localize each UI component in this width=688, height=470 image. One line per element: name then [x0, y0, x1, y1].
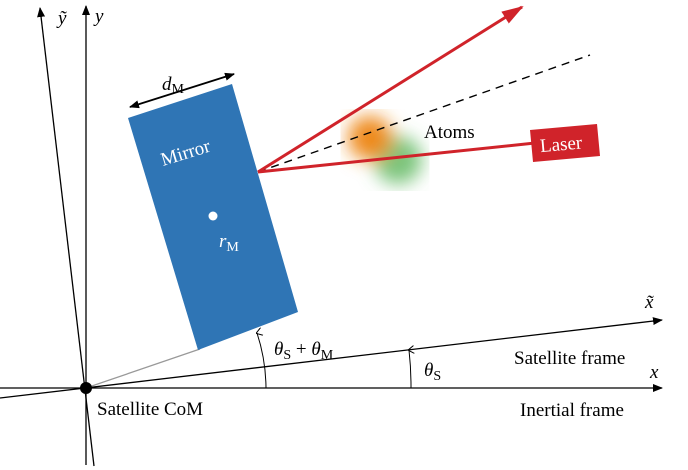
label-satellite-com: Satellite CoM	[97, 399, 203, 420]
label-sub: S	[433, 369, 441, 384]
reflected-beam	[257, 5, 524, 174]
label-atoms: Atoms	[424, 122, 475, 143]
mirror-ray	[85, 348, 201, 389]
reference-line	[257, 54, 591, 173]
label-base: θ	[424, 360, 433, 381]
label-satellite-frame: Satellite frame	[514, 348, 625, 369]
x-tilde-axis	[0, 317, 663, 399]
mirror-center	[208, 211, 218, 221]
label-sub: M	[172, 82, 185, 97]
angle-arc-s	[409, 350, 411, 389]
label-y: y	[93, 6, 104, 27]
label-sub: M	[226, 240, 239, 255]
com-dot	[80, 382, 92, 394]
label-x-tilde: x̃	[644, 292, 654, 313]
label-y-tilde: ỹ	[56, 8, 67, 29]
axes	[0, 5, 663, 467]
label-x: x	[649, 362, 659, 383]
label-theta-sum: θS + θM	[274, 339, 334, 363]
label-theta-s: θS	[424, 360, 441, 384]
label-d-m: dM	[162, 74, 185, 97]
label-laser: Laser	[539, 132, 584, 157]
label-part: +	[291, 339, 311, 360]
laser-box	[530, 124, 600, 162]
laser-beam	[257, 141, 536, 174]
label-base: d	[162, 74, 172, 95]
atoms-cloud	[348, 116, 422, 184]
label-r-m: rM	[219, 231, 239, 255]
label-part: θ	[274, 339, 283, 360]
label-part: θ	[311, 339, 320, 360]
label-part: S	[283, 348, 291, 363]
angle-arc-sum	[257, 333, 267, 389]
label-inertial-frame: Inertial frame	[520, 400, 624, 421]
label-base: r	[219, 231, 227, 252]
label-part: M	[321, 348, 334, 363]
width-arrow	[129, 72, 235, 109]
